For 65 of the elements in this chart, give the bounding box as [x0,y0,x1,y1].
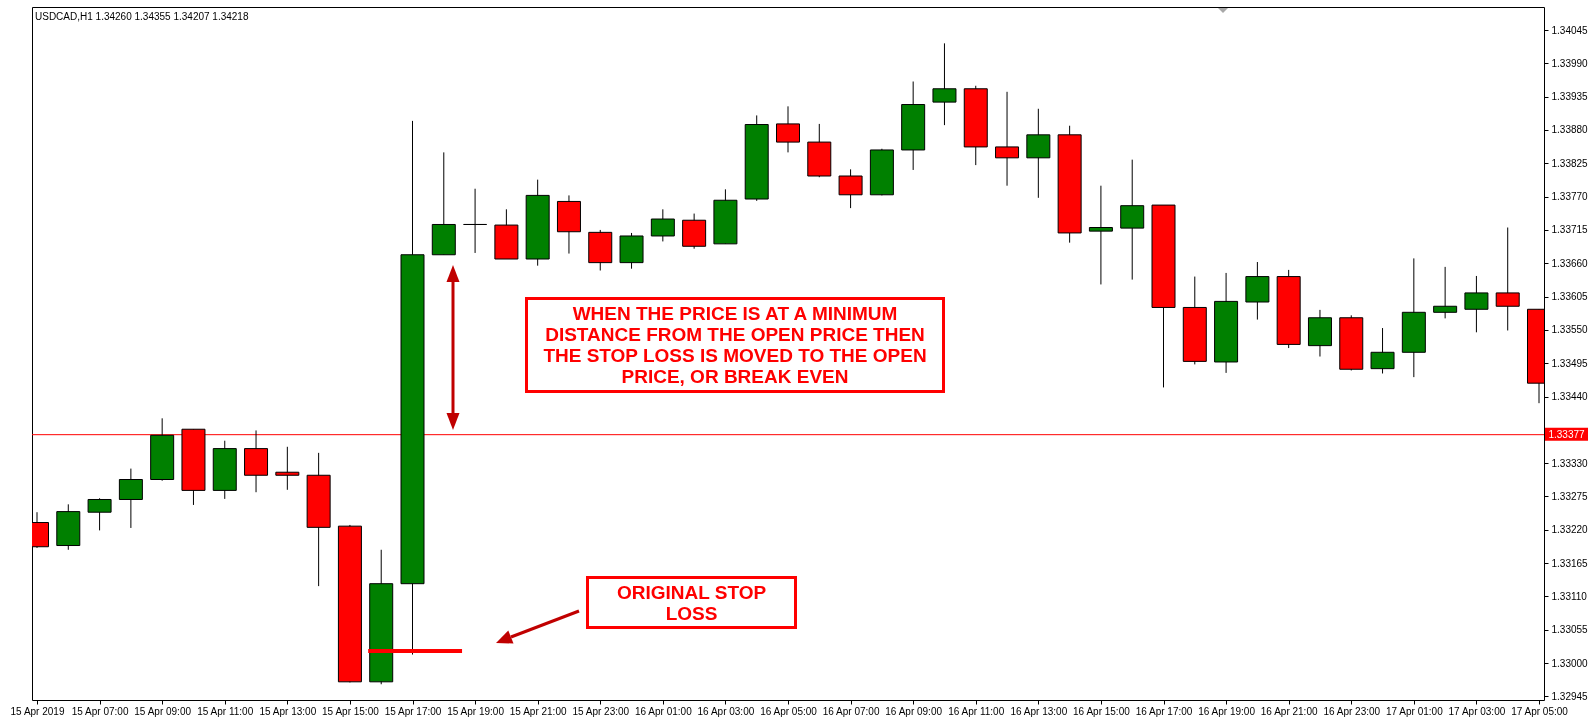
y-tick-label: 1.33055 [1551,624,1589,636]
x-tick-label: 16 Apr 03:00 [697,705,755,717]
y-tick-label: 1.33825 [1551,157,1589,169]
x-tick-label: 15 Apr 13:00 [259,705,317,717]
x-tick-label: 16 Apr 05:00 [760,705,818,717]
x-tick-label: 15 Apr 21:00 [509,705,567,717]
candlestick [275,446,300,491]
candlestick [932,42,957,126]
y-tick-label: 1.33770 [1551,191,1589,203]
candlestick [650,208,675,242]
x-tick-label: 15 Apr 11:00 [197,705,254,717]
candlestick [1370,327,1395,374]
x-tick-label: 17 Apr 05:00 [1511,705,1569,717]
y-tick-label: 1.33550 [1551,324,1589,336]
x-tick-label: 15 Apr 17:00 [384,705,442,717]
candlestick [87,497,112,531]
candlestick [995,91,1020,187]
annotation: WHEN THE PRICE IS AT A MINIMUM DISTANCE FROM THE OPEN PRICE THEN THE STOP LOSS IS MOVED TO THE OPEN PRICE, OR BREAK EVEN [542,303,928,387]
candlestick [776,105,800,153]
x-tick-label: 16 Apr 13:00 [1010,705,1068,717]
x-tick-label: 16 Apr 15:00 [1073,705,1131,717]
x-tick-label: 17 Apr 01:00 [1385,705,1444,717]
y-tick-label: 1.33715 [1551,224,1589,236]
candlestick [1495,227,1520,331]
x-tick-label: 17 Apr 03:00 [1448,705,1506,717]
y-tick-label: 1.33660 [1551,257,1589,269]
x-tick-label: 16 Apr 19:00 [1198,705,1256,717]
y-tick-label: 1.33440 [1551,391,1589,403]
y-tick-label: 1.33220 [1551,524,1589,536]
x-tick-label: 16 Apr 09:00 [885,705,943,717]
y-tick-label: 1.33110 [1551,590,1588,602]
y-tick-label: 1.32945 [1551,690,1589,702]
candlestick [1088,185,1113,285]
y-tick-label: 1.34045 [1551,24,1589,36]
x-tick-label: 16 Apr 17:00 [1135,705,1193,717]
y-tick-label: 1.33990 [1551,57,1589,69]
candlestick [1026,108,1051,199]
chart-title: USDCAD,H1 1.34260 1.34355 1.34207 1.34218 [35,11,249,22]
x-tick-label: 16 Apr 01:00 [634,705,693,717]
y-tick-label: 1.33935 [1551,91,1589,103]
y-tick-label: 1.33495 [1551,357,1589,369]
candlestick [1120,159,1145,281]
x-tick-label: 15 Apr 2019 [10,705,65,717]
candlestick [118,468,143,529]
candlestick [1464,275,1489,333]
x-tick-label: 16 Apr 23:00 [1323,705,1381,717]
x-tick-label: 15 Apr 07:00 [71,705,129,717]
y-tick-label: 1.33275 [1551,490,1589,502]
x-tick-label: 15 Apr 19:00 [447,705,505,717]
x-tick-label: 16 Apr 11:00 [948,705,1005,717]
y-tick-label: 1.33000 [1551,657,1589,669]
ref-line-label: 1.33377 [1548,428,1586,440]
candlestick [1433,266,1458,319]
y-tick-label: 1.33605 [1551,291,1589,303]
y-tick-label: 1.33330 [1551,457,1589,469]
candlestick [463,188,488,254]
x-tick-label: 16 Apr 21:00 [1260,705,1318,717]
y-tick-label: 1.33880 [1551,124,1589,136]
x-tick-label: 15 Apr 23:00 [572,705,630,717]
x-tick-label: 15 Apr 15:00 [322,705,380,717]
candlestick [838,168,863,209]
x-tick-label: 16 Apr 07:00 [822,705,880,717]
x-tick-label: 15 Apr 09:00 [134,705,192,717]
y-tick-label: 1.33165 [1551,557,1589,569]
annotation: ORIGINAL STOP LOSS [615,581,768,624]
